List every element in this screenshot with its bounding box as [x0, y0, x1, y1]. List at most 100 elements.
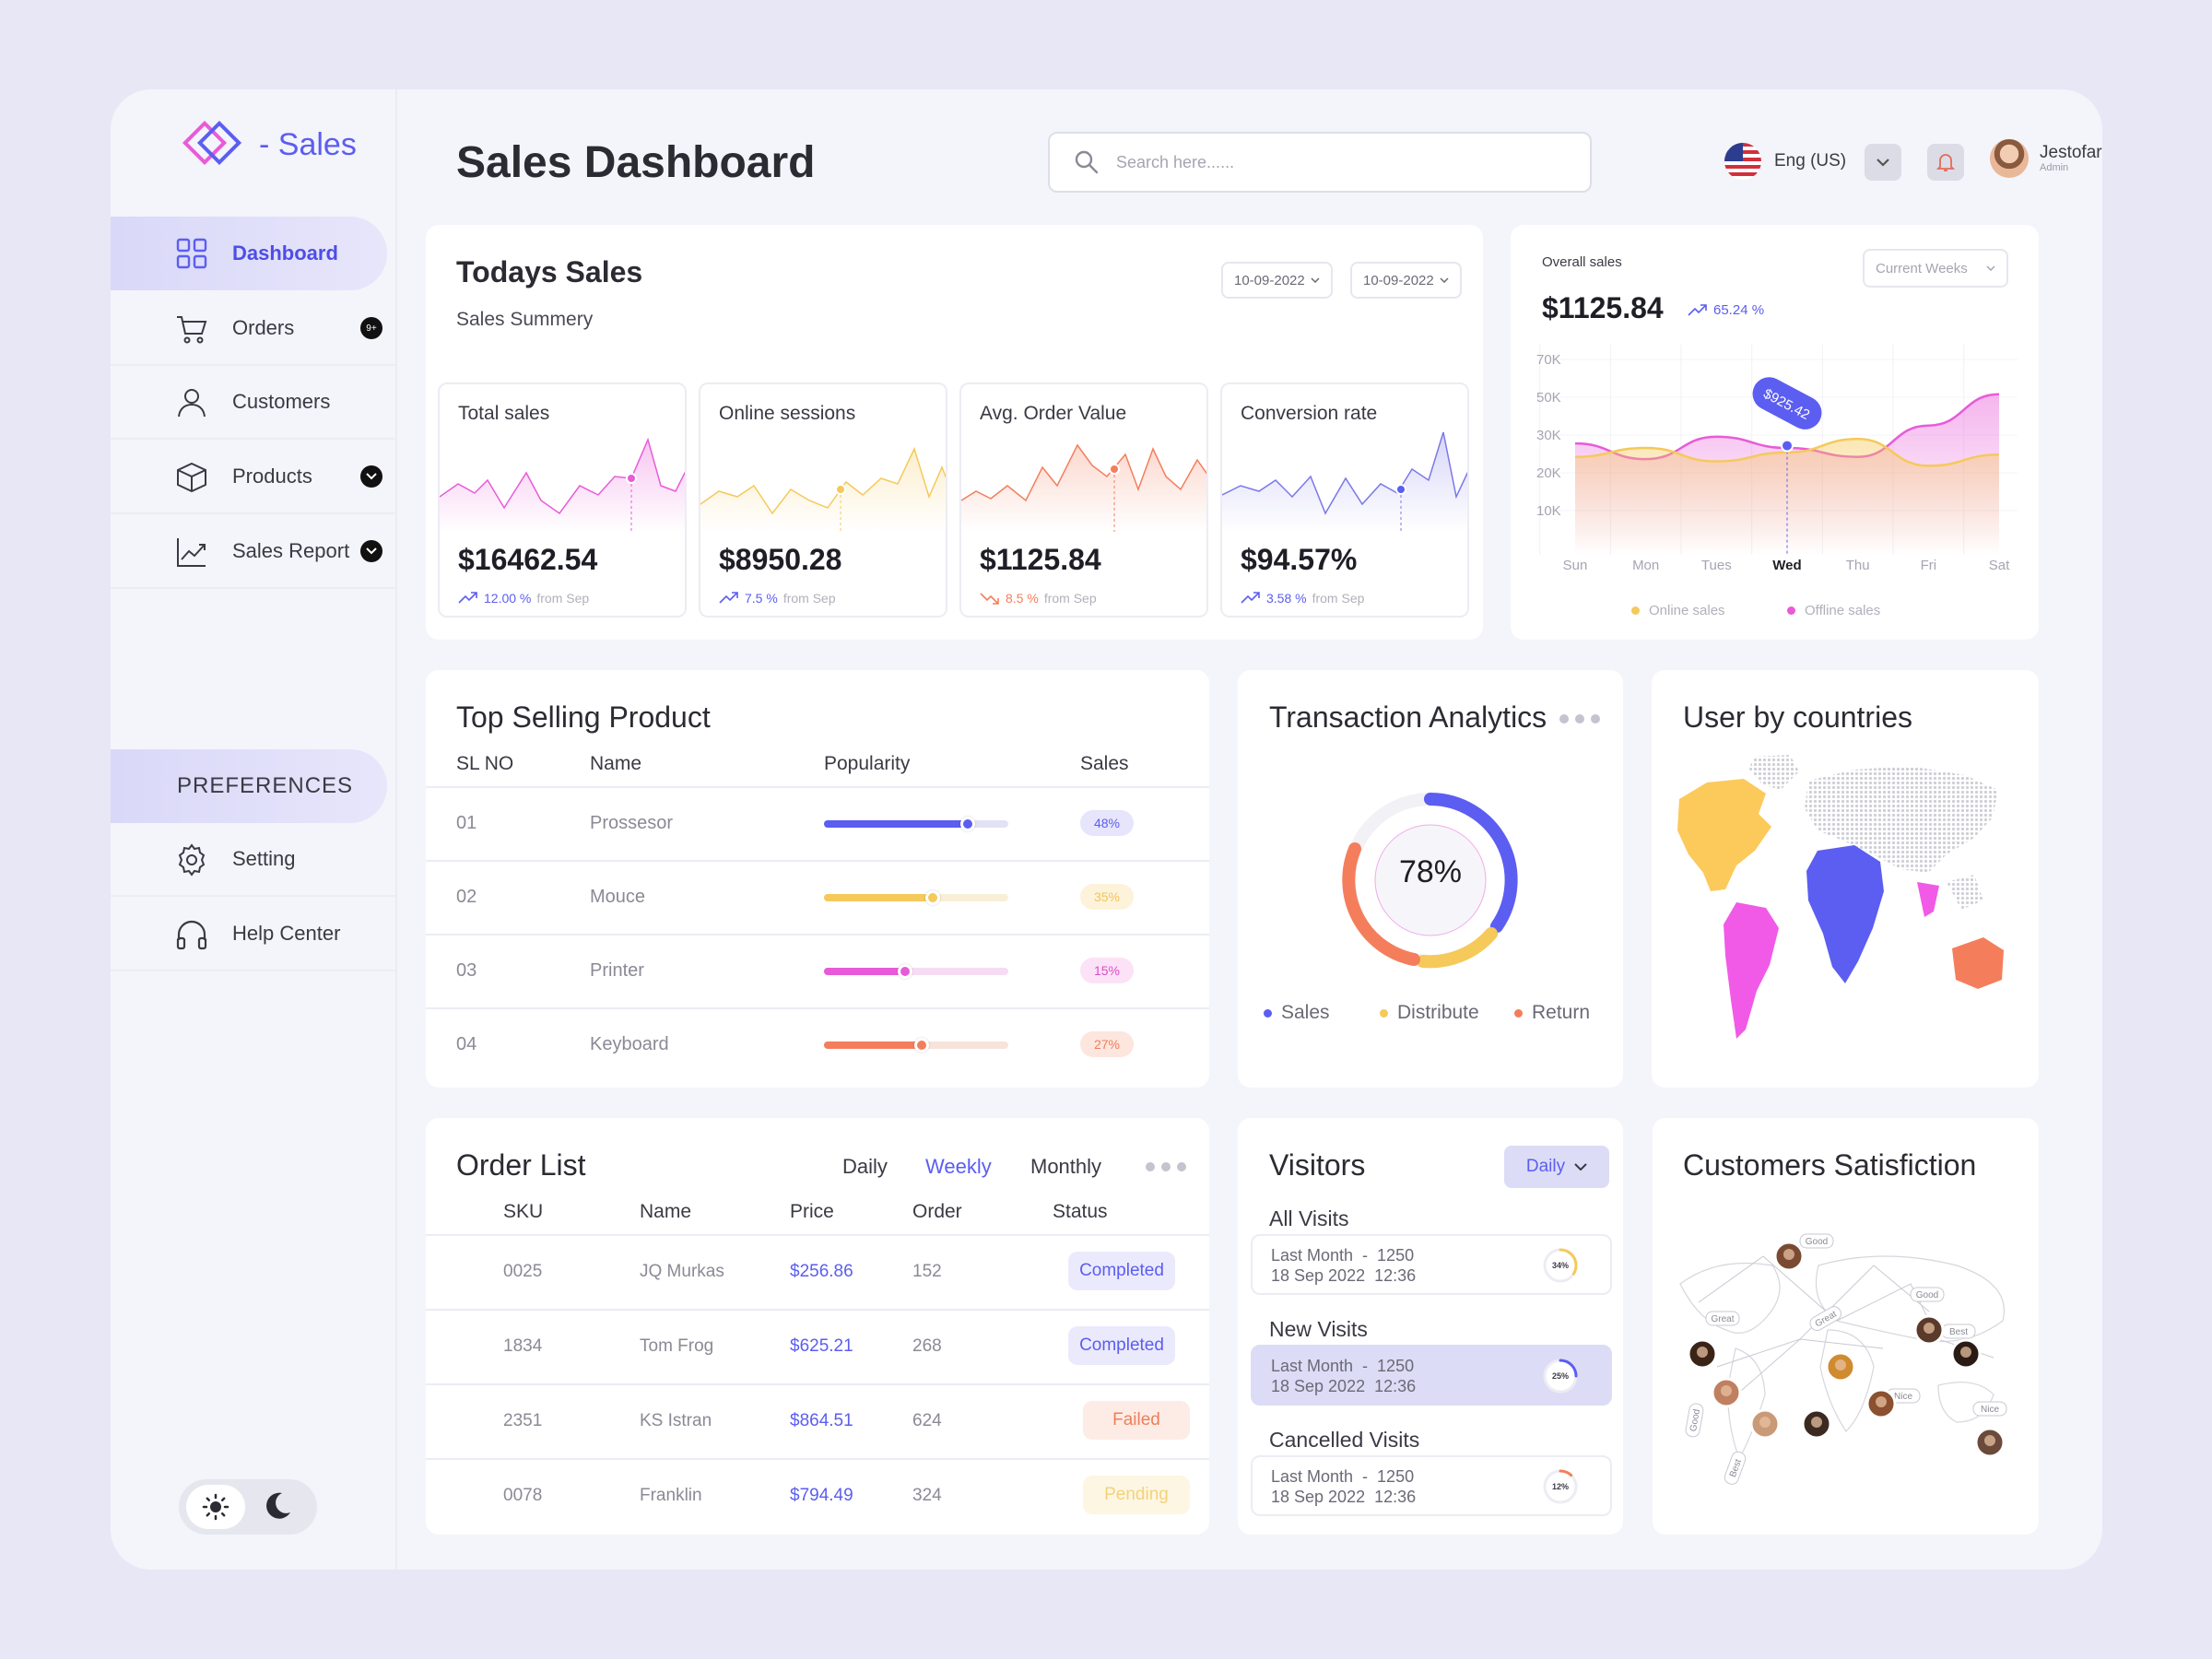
moon-icon[interactable]: [262, 1490, 293, 1522]
legend-dot: [1631, 606, 1640, 615]
language-dropdown-button[interactable]: [1865, 144, 1901, 181]
chevron-down-icon: [1574, 1163, 1587, 1171]
sidebar-item-customers[interactable]: Customers: [111, 366, 397, 440]
table-row[interactable]: 0025 JQ Murkas $256.86 152 Completed: [426, 1234, 1209, 1309]
tab-daily[interactable]: Daily: [842, 1155, 888, 1178]
visit-timestamp: 18 Sep 2022 12:36: [1271, 1377, 1417, 1395]
date-to-select[interactable]: 10-09-2022: [1350, 262, 1462, 299]
notifications-button[interactable]: [1927, 144, 1964, 181]
chart-tooltip: $925.42: [1752, 377, 1822, 429]
col-header-sl-no: SL NO: [456, 753, 514, 774]
satisfaction-tag-label: Best: [1949, 1327, 1968, 1337]
trend-up-icon: [1688, 303, 1707, 316]
south-america-shape: [1724, 902, 1779, 1039]
light-mode-button[interactable]: [186, 1485, 245, 1529]
legend-dot: [1264, 1008, 1272, 1018]
language-selector[interactable]: Eng (US): [1723, 141, 1846, 182]
more-options-icon[interactable]: [1559, 712, 1601, 725]
visit-summary-item[interactable]: Last Month - 1250 18 Sep 2022 12:36 25%: [1251, 1345, 1612, 1406]
x-tick-label: Mon: [1632, 558, 1659, 573]
table-row[interactable]: 03 Printer 15%: [426, 934, 1209, 1007]
visit-summary-item[interactable]: Last Month - 1250 18 Sep 2022 12:36 34%: [1251, 1234, 1612, 1295]
metric-label: Avg. Order Value: [980, 403, 1127, 424]
highlight-point[interactable]: [1781, 439, 1794, 453]
visit-period: Last Month - 1250: [1271, 1246, 1415, 1265]
metric-card-avg-order-value[interactable]: Avg. Order Value $1125.84 8.5 % from Sep: [959, 382, 1208, 618]
metric-card-online-sessions[interactable]: Online sessions $8950.28 7.5 % from Sep: [699, 382, 947, 618]
sidebar-item-setting[interactable]: Setting: [111, 823, 397, 897]
satisfaction-map: Good Good Great Great Best Nice Nice Good Best: [1679, 1233, 2007, 1485]
sidebar-item-help-center[interactable]: Help Center: [111, 898, 397, 971]
sidebar-item-label: Dashboard: [232, 241, 338, 265]
sidebar-item-products[interactable]: Products: [111, 441, 397, 514]
chevron-down-icon[interactable]: [360, 540, 382, 562]
todays-sales-subtitle: Sales Summery: [456, 309, 594, 330]
tab-monthly[interactable]: Monthly: [1030, 1155, 1102, 1178]
popularity-fill: [824, 820, 968, 828]
legend-dot: [1787, 606, 1795, 615]
visit-section-title: New Visits: [1269, 1317, 1368, 1341]
search-box[interactable]: [1048, 132, 1592, 193]
customer-avatar-face: [1835, 1359, 1846, 1371]
headphones-icon: [176, 920, 207, 950]
col-header-order: Order: [912, 1201, 962, 1222]
visitors-filter-value: Daily: [1525, 1157, 1566, 1176]
legend-sales: Sales: [1264, 1002, 1330, 1024]
world-map: [1677, 755, 2004, 1039]
sparkline-conversion-rate: [1222, 431, 1467, 532]
col-header-name: Name: [640, 1201, 692, 1222]
table-row[interactable]: 0078 Franklin $794.49 324 Pending: [426, 1458, 1209, 1533]
north-america-shape: [1677, 779, 1771, 891]
satisfaction-tag-label: Good: [1688, 1408, 1702, 1432]
table-row[interactable]: 02 Mouce 35%: [426, 860, 1209, 934]
todays-sales-title: Todays Sales: [456, 255, 643, 288]
sidebar-item-orders[interactable]: Orders 9+: [111, 292, 397, 366]
sparkline-total-sales: [440, 437, 685, 532]
metric-change: 7.5 % from Sep: [719, 591, 836, 606]
satisfaction-tag: Best: [1724, 1451, 1747, 1485]
visit-section-title: Cancelled Visits: [1269, 1428, 1420, 1452]
trend-up-icon: [719, 592, 738, 604]
satisfaction-tag: Great: [1705, 1311, 1740, 1326]
row-number: 01: [456, 813, 477, 833]
table-row[interactable]: 01 Prossesor 48%: [426, 786, 1209, 860]
date-from-select[interactable]: 10-09-2022: [1221, 262, 1333, 299]
table-row[interactable]: 1834 Tom Frog $625.21 268 Completed: [426, 1309, 1209, 1383]
divider: [426, 1383, 1209, 1385]
customer-avatar-face: [1960, 1347, 1971, 1358]
visit-pct-label: 25%: [1552, 1371, 1569, 1381]
us-flag-icon: [1724, 143, 1761, 180]
satisfaction-tag: Good: [1910, 1287, 1945, 1302]
visit-summary-item[interactable]: Last Month - 1250 18 Sep 2022 12:36 12%: [1251, 1455, 1612, 1516]
satisfaction-tag: Good: [1685, 1403, 1704, 1438]
metric-card-conversion-rate[interactable]: Conversion rate $94.57% 3.58 % from Sep: [1220, 382, 1469, 618]
period-select[interactable]: Current Weeks: [1863, 249, 2008, 288]
visitors-card: Visitors Daily All Visits Last Month - 1…: [1238, 1118, 1623, 1535]
customer-satisfaction-title: Customers Satisfiction: [1683, 1148, 1977, 1182]
order-quantity: 268: [912, 1336, 942, 1356]
visitors-filter-select[interactable]: Daily: [1504, 1146, 1609, 1188]
visit-period: Last Month - 1250: [1271, 1467, 1415, 1486]
order-price: $625.21: [790, 1336, 853, 1356]
sidebar-item-dashboard[interactable]: Dashboard: [111, 217, 387, 290]
theme-toggle[interactable]: [179, 1479, 317, 1535]
user-menu[interactable]: Jestofar Admin: [1990, 139, 2102, 178]
tab-weekly[interactable]: Weekly: [925, 1155, 992, 1178]
more-options-icon[interactable]: [1145, 1160, 1187, 1173]
chevron-down-icon: [1311, 277, 1320, 283]
sidebar-item-sales-report[interactable]: Sales Report: [111, 515, 397, 589]
order-list-card: Order List Daily Weekly Monthly SKU Name…: [426, 1118, 1209, 1535]
table-row[interactable]: 04 Keyboard 27%: [426, 1007, 1209, 1081]
divider: [426, 1007, 1209, 1009]
brand-logo[interactable]: - Sales: [180, 117, 357, 172]
date-from-value: 10-09-2022: [1234, 272, 1305, 288]
cart-icon: [177, 316, 207, 344]
table-row[interactable]: 2351 KS Istran $864.51 624 Failed: [426, 1383, 1209, 1458]
order-quantity: 324: [912, 1486, 942, 1505]
popularity-knob: [898, 964, 912, 979]
search-input[interactable]: [1116, 152, 1540, 172]
chevron-down-icon[interactable]: [360, 465, 382, 488]
metric-card-total-sales[interactable]: Total sales $16462.54 12.00 % from Sep: [438, 382, 687, 618]
order-sku: 0078: [503, 1486, 543, 1505]
grid-icon: [176, 238, 207, 269]
